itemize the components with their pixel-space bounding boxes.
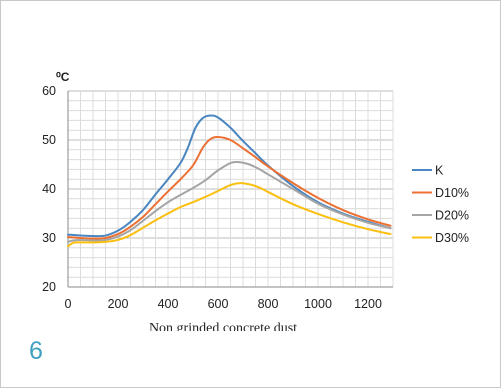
- legend-label-d10: D10%: [435, 186, 469, 200]
- legend-label-d20: D20%: [435, 209, 469, 223]
- legend-label-k: K: [435, 164, 444, 178]
- legend-label-d30: D30%: [435, 231, 469, 245]
- y-unit-label: ⁰C: [56, 70, 70, 84]
- y-tick-label: 60: [42, 84, 56, 98]
- x-tick-label: 1000: [304, 297, 332, 311]
- x-tick-label: 0: [65, 297, 72, 311]
- series-line-d30: [67, 182, 392, 248]
- chart-grid: [67, 90, 394, 288]
- chart-series: [67, 114, 392, 248]
- y-tick-label: 40: [42, 182, 56, 196]
- x-tick-label: 800: [258, 297, 279, 311]
- x-tick-label: 400: [158, 297, 179, 311]
- x-tick-label: 600: [208, 297, 229, 311]
- chart-legend: K D10% D20% D30%: [412, 164, 469, 245]
- x-axis-label: Non grinded concrete dust: [149, 321, 297, 331]
- series-line-k: [67, 114, 392, 238]
- series-line-d10: [67, 136, 392, 240]
- y-tick-label: 50: [42, 133, 56, 147]
- slide-number: 6: [29, 337, 43, 365]
- series-line-d20: [67, 160, 392, 243]
- x-tick-label: 1200: [354, 297, 382, 311]
- x-tick-label: 200: [108, 297, 129, 311]
- y-tick-label: 30: [42, 231, 56, 245]
- y-tick-label: 20: [42, 280, 56, 294]
